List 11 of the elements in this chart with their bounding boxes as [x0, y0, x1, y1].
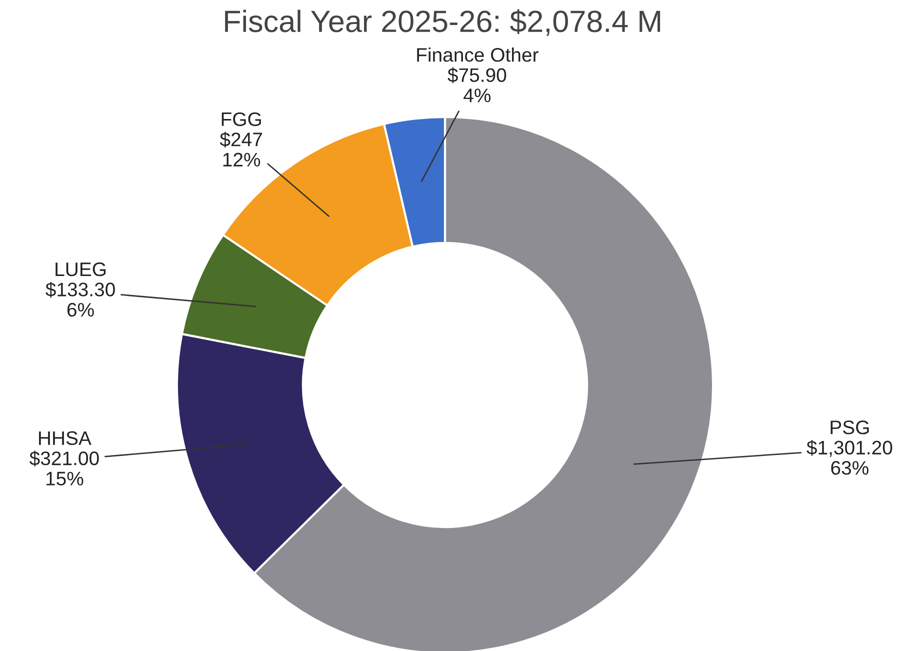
data-label: $75.90 4% [448, 67, 506, 102]
data-label: $1,301.20 63% [806, 440, 892, 475]
slice-label: PSG [830, 420, 869, 434]
data-label: $133.30 6% [46, 282, 115, 317]
slice-label: HHSA [39, 431, 92, 446]
slice-label: LUEG [56, 262, 106, 276]
slice-label: FGG [222, 112, 261, 126]
chart-title: Fiscal Year 2025-26: $2,078.4 M [225, 9, 660, 36]
slice-label: Finance Other [417, 48, 538, 62]
data-label: $247 12% [220, 132, 262, 167]
data-label: $321.00 15% [30, 450, 99, 486]
